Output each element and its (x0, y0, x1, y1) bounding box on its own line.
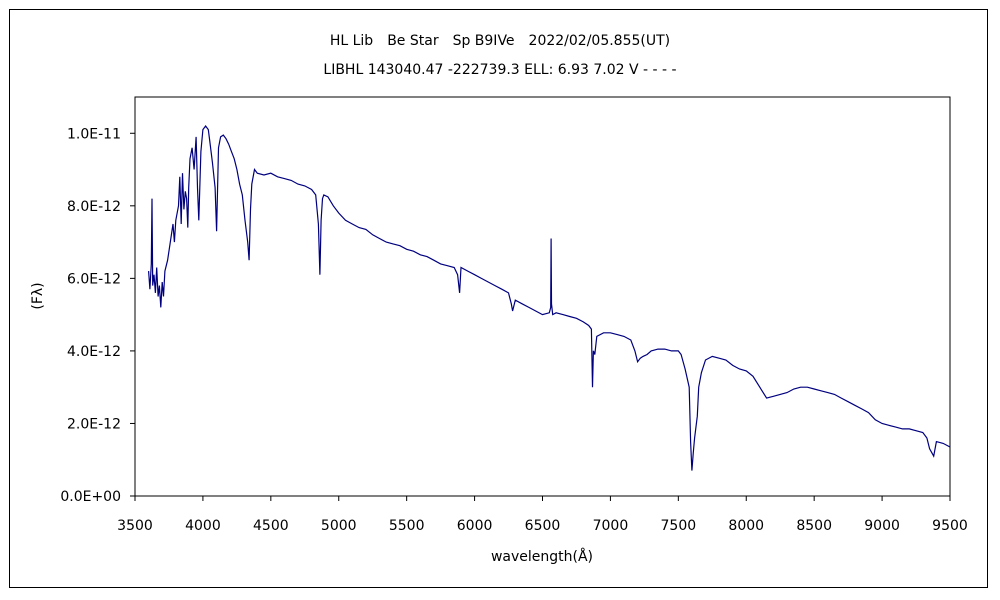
x-tick-label: 5000 (321, 518, 357, 534)
x-tick-label: 6500 (525, 518, 561, 534)
y-tick-label: 0.0E+00 (60, 489, 121, 505)
chart-title: HL Lib Be Star Sp B9IVe 2022/02/05.855(U… (329, 33, 671, 49)
x-tick-label: 9500 (932, 518, 968, 534)
y-axis-label: (Fλ) (30, 282, 46, 309)
x-tick-label: 6000 (457, 518, 493, 534)
x-tick-label: 5500 (389, 518, 425, 534)
y-axis: 0.0E+00 2.0E-12 4.0E-12 6.0E-12 8.0E-12 1.0E-… (60, 126, 135, 505)
plot-area (134, 96, 951, 497)
x-tick-label: 9000 (864, 518, 900, 534)
x-axis: 3500 4000 4500 5000 5500 6000 6500 7000 7500 8000… (117, 496, 968, 534)
x-tick-label: 7500 (661, 518, 697, 534)
y-tick-label: 4.0E-12 (67, 344, 121, 360)
x-tick-label: 3500 (117, 518, 153, 534)
y-tick-label: 2.0E-12 (67, 416, 121, 432)
chart-subtitle: LIBHL 143040.47 -222739.3 ELL: 6.93 7.02… (323, 62, 677, 78)
x-tick-label: 7000 (593, 518, 629, 534)
x-tick-label: 8000 (728, 518, 764, 534)
y-tick-label: 6.0E-12 (67, 271, 121, 287)
y-tick-label: 1.0E-11 (67, 126, 121, 142)
x-tick-label: 4500 (253, 518, 289, 534)
spectrum-line (148, 125, 951, 471)
y-tick-label: 8.0E-12 (67, 199, 121, 215)
x-tick-label: 8500 (796, 518, 832, 534)
x-axis-label: wavelength(Å) (491, 548, 593, 565)
x-tick-label: 4000 (185, 518, 221, 534)
